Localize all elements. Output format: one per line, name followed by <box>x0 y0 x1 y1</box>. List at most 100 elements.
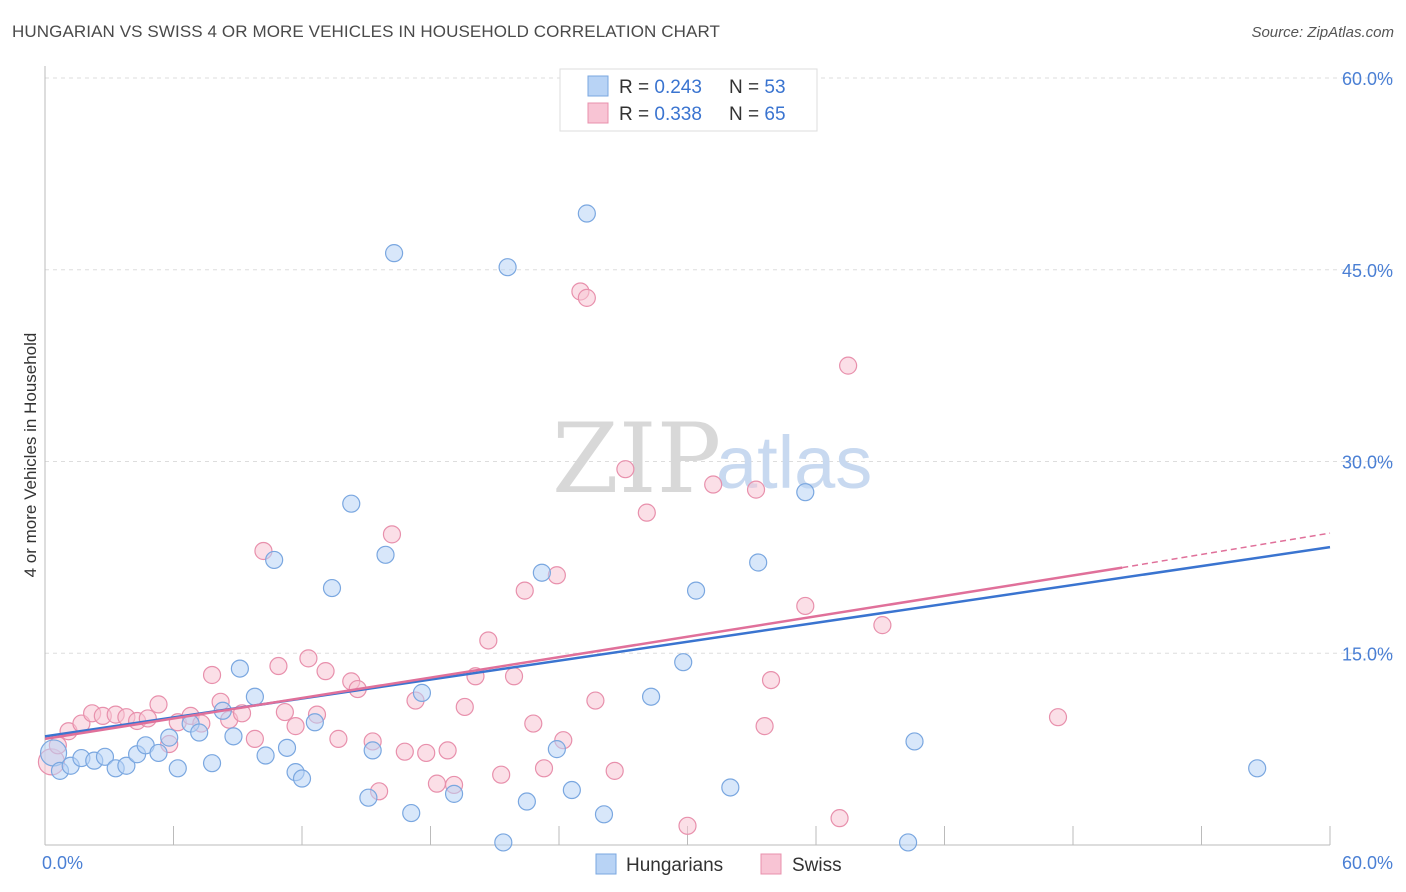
swiss-points <box>37 282 1068 835</box>
legend-n-value: 65 <box>764 104 785 125</box>
legend-r-value: 0.338 <box>654 104 702 125</box>
legend-r-value: 0.243 <box>654 77 702 98</box>
hungarian-point <box>363 741 382 760</box>
hungarian-point <box>149 743 168 763</box>
legend-n-label: N = <box>729 77 764 98</box>
hungarian-point <box>245 687 264 706</box>
swiss-point <box>275 702 294 722</box>
hungarian-point <box>594 805 614 824</box>
swiss-point <box>755 717 774 736</box>
swiss-point <box>245 729 264 748</box>
swiss-point <box>524 714 543 733</box>
x-tick-label: 60.0% <box>1342 853 1393 873</box>
hungarian-point <box>577 204 596 223</box>
hungarian-point <box>168 759 187 778</box>
legend-row-hungarians: R = 0.243 N = 53 <box>619 77 786 98</box>
hungarian-point <box>202 754 222 773</box>
hungarian-point <box>905 732 924 751</box>
bottom-legend-swiss-label: Swiss <box>792 855 842 876</box>
swiss-point <box>616 460 635 479</box>
hungarian-points <box>39 90 1267 852</box>
series-legend: Hungarians Swiss <box>595 853 842 876</box>
y-tick-label: 45.0% <box>1342 261 1393 281</box>
correlation-legend: R = 0.243 N = 53 R = 0.338 N = 65 <box>559 68 818 132</box>
watermark-atlas: atlas <box>716 421 872 504</box>
swiss-point <box>329 729 348 748</box>
chart-title: HUNGARIAN VS SWISS 4 OR MORE VEHICLES IN… <box>12 22 721 41</box>
hungarian-point <box>359 788 378 807</box>
legend-r-label: R = <box>619 77 654 98</box>
hungarian-point <box>224 727 243 746</box>
hungarian-point <box>721 778 740 797</box>
watermark-zip: ZIP <box>552 403 721 515</box>
hungarian-point <box>292 769 312 788</box>
hungarian-point <box>342 494 361 513</box>
swiss-point <box>492 765 511 784</box>
y-tick-label: 30.0% <box>1342 453 1393 473</box>
swiss-point <box>299 649 318 668</box>
hungarian-point <box>498 258 517 277</box>
hungarian-point <box>532 563 551 582</box>
hungarian-point <box>95 747 115 766</box>
y-tick-label: 60.0% <box>1342 69 1393 89</box>
swiss-point <box>1048 708 1068 727</box>
hungarian-point <box>547 740 566 759</box>
swiss-point <box>504 667 524 686</box>
hungarian-point <box>674 653 693 672</box>
swiss-point <box>678 816 697 835</box>
swiss-point <box>577 288 596 307</box>
swiss-point <box>796 596 815 616</box>
hungarian-point <box>686 581 706 600</box>
swiss-point <box>479 631 498 650</box>
hungarian-point <box>898 833 918 852</box>
swiss-point <box>873 616 892 635</box>
hungarian-point <box>517 792 536 811</box>
bottom-legend-hungarians-label: Hungarians <box>626 855 723 876</box>
swiss-point <box>316 662 335 681</box>
swiss-point <box>761 670 781 690</box>
trendlines <box>44 532 1331 741</box>
swiss-point <box>605 761 624 780</box>
axes <box>44 66 1331 846</box>
swiss-trendline-extension <box>1122 532 1331 569</box>
hungarian-point <box>641 687 661 706</box>
swiss-point <box>269 656 288 676</box>
swiss-point <box>382 525 402 544</box>
legend-row-swiss: R = 0.338 N = 65 <box>619 104 786 125</box>
swiss-point <box>534 759 554 778</box>
swiss-point <box>637 503 656 522</box>
swiss-point <box>286 717 305 736</box>
hungarian-point <box>494 833 513 852</box>
hungarian-point <box>277 738 297 757</box>
swiss-trendline <box>44 566 1123 741</box>
swiss-point <box>438 741 457 760</box>
swiss-point <box>455 697 474 717</box>
hungarian-point <box>160 728 179 747</box>
hungarian-point <box>376 545 395 564</box>
bottom-legend-swiss-swatch <box>760 853 782 875</box>
hungarian-point <box>322 578 342 598</box>
swiss-point <box>202 665 222 685</box>
legend-hungarians-swatch <box>587 75 609 97</box>
swiss-point <box>746 480 766 499</box>
hungarian-point <box>384 244 404 263</box>
hungarian-point <box>230 659 249 678</box>
swiss-point <box>515 581 534 600</box>
source-label: Source: ZipAtlas.com <box>1251 24 1394 41</box>
legend-n-value: 53 <box>764 77 785 98</box>
x-tick-label: 0.0% <box>42 853 83 873</box>
swiss-point <box>839 356 858 375</box>
swiss-point <box>704 475 723 494</box>
swiss-point <box>547 566 566 585</box>
legend-swiss-swatch <box>587 102 609 124</box>
swiss-point <box>417 743 436 763</box>
hungarian-point <box>402 803 421 823</box>
swiss-point <box>395 742 414 761</box>
hungarian-point <box>117 756 136 775</box>
legend-r-label: R = <box>619 104 654 125</box>
x-tick-labels: 0.0% 60.0% <box>42 853 1393 873</box>
swiss-point <box>149 695 168 714</box>
hungarian-point <box>796 483 815 502</box>
hungarian-point <box>444 784 464 803</box>
